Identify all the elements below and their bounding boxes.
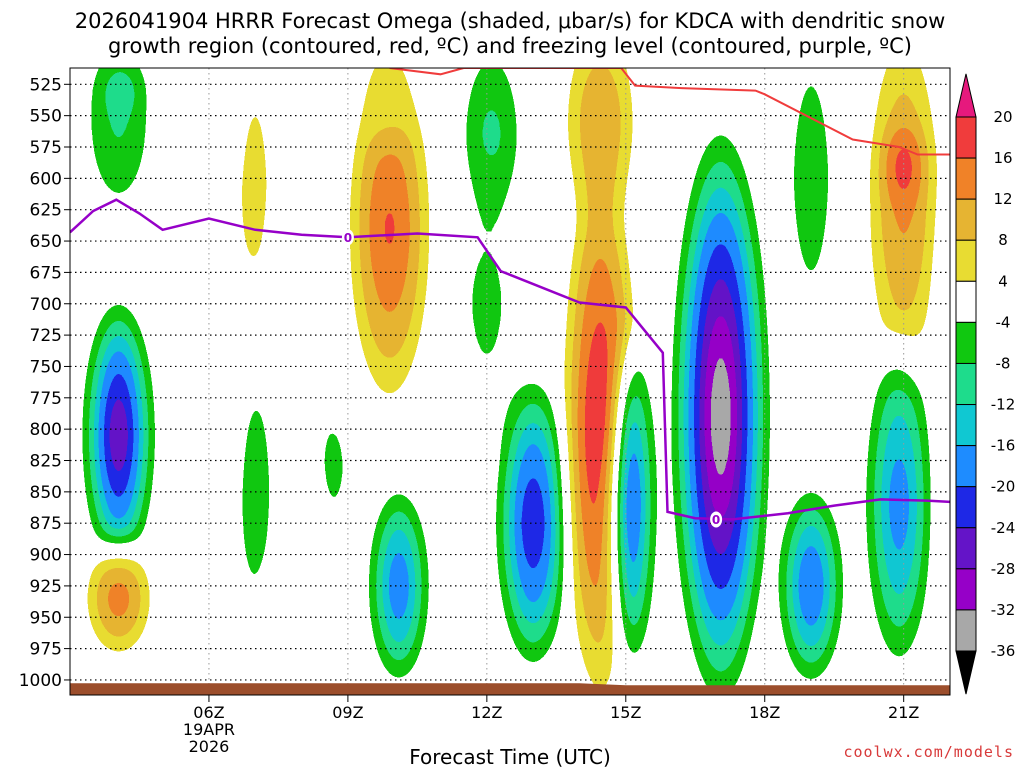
omega-cell bbox=[97, 68, 145, 122]
colorbar-box bbox=[955, 445, 977, 488]
y-tick-label: 800 bbox=[30, 420, 62, 440]
contour-label: 0 bbox=[712, 513, 720, 527]
colorbar: -36 -32 -28 -24 -20 -16 -12 -8 -4 4 8 12 16 20 bbox=[955, 73, 1016, 695]
colorbar-tick-label: 12 bbox=[993, 190, 1012, 208]
y-tick-label: 650 bbox=[30, 232, 62, 252]
y-tick-label: 875 bbox=[30, 514, 62, 534]
x-tick-year: 2026 bbox=[189, 737, 230, 756]
y-tick-label: 950 bbox=[30, 608, 62, 628]
y-tick-label: 725 bbox=[30, 326, 62, 346]
colorbar-box bbox=[955, 404, 977, 447]
y-tick-label: 1000 bbox=[19, 671, 62, 691]
omega-cell bbox=[936, 347, 950, 695]
y-tick-label: 525 bbox=[30, 75, 62, 95]
colorbar-tick-label: -24 bbox=[991, 519, 1016, 537]
omega-cell bbox=[236, 68, 274, 348]
omega-cell bbox=[862, 316, 937, 693]
colorbar-box bbox=[955, 198, 977, 241]
colorbar-tick-label: 16 bbox=[993, 149, 1012, 167]
contour-labels: 00 bbox=[341, 229, 723, 528]
y-tick-label: 700 bbox=[30, 295, 62, 315]
colorbar-tick-label: -36 bbox=[991, 642, 1016, 660]
omega-cell bbox=[76, 68, 161, 235]
colorbar-tick-label: -12 bbox=[991, 396, 1016, 414]
omega-cell bbox=[310, 366, 358, 568]
colorbar-tick-label: 8 bbox=[998, 231, 1008, 249]
omega-cell bbox=[81, 529, 156, 668]
colorbar-tick-label: 20 bbox=[993, 108, 1012, 126]
gridlines bbox=[70, 68, 950, 695]
colorbar-tick-label: -4 bbox=[996, 313, 1011, 331]
chart-title-line-1: 2026041904 HRRR Forecast Omega (shaded, … bbox=[75, 9, 946, 33]
colorbar-box bbox=[955, 116, 977, 159]
contour-label-bg bbox=[341, 229, 354, 246]
x-tick-label: 18Z bbox=[749, 703, 780, 722]
x-axis-label: Forecast Time (UTC) bbox=[409, 745, 611, 768]
chart-title-line-2: growth region (contoured, red, ºC) and f… bbox=[108, 34, 912, 58]
x-tick-label: 15Z bbox=[610, 703, 641, 722]
omega-cell bbox=[936, 169, 950, 388]
colorbar-box bbox=[955, 568, 977, 611]
omega-cell bbox=[271, 542, 286, 643]
contour-label: 0 bbox=[344, 231, 352, 245]
colorbar-box bbox=[955, 609, 977, 652]
y-tick-label: 925 bbox=[30, 577, 62, 597]
freezing-level-contour bbox=[70, 198, 950, 521]
y-tick-label: 675 bbox=[30, 263, 62, 283]
colorbar-bottom-arrow bbox=[955, 650, 977, 695]
y-tick-label: 975 bbox=[30, 640, 62, 660]
omega-cell bbox=[669, 103, 772, 695]
colorbar-tick-label: 4 bbox=[998, 272, 1008, 290]
colorbar-tick-label: -16 bbox=[991, 437, 1016, 455]
x-tick-label: 09Z bbox=[332, 703, 363, 722]
x-tick-label: 12Z bbox=[471, 703, 502, 722]
plot-frame bbox=[69, 67, 951, 696]
x-tick-date: 19APR bbox=[183, 720, 235, 739]
ground-terrain bbox=[70, 683, 950, 695]
omega-cell bbox=[778, 68, 844, 367]
y-tick-label: 825 bbox=[30, 452, 62, 472]
colorbar-box bbox=[955, 239, 977, 282]
omega-cell bbox=[882, 115, 925, 216]
contour-label-bg bbox=[710, 511, 723, 528]
omega-cell bbox=[343, 68, 436, 436]
colorbar-tick-label: -32 bbox=[991, 601, 1016, 619]
colorbar-top-arrow bbox=[955, 73, 977, 118]
colorbar-tick-label: -20 bbox=[991, 478, 1016, 496]
colorbar-box bbox=[955, 280, 977, 323]
colorbar-box bbox=[955, 527, 977, 570]
y-tick-label: 900 bbox=[30, 546, 62, 566]
omega-cell bbox=[366, 473, 432, 695]
credit-text: coolwx.com/models bbox=[843, 743, 1014, 761]
y-tick-label: 575 bbox=[30, 138, 62, 158]
colorbar-tick-label: -8 bbox=[996, 354, 1011, 372]
omega-cell bbox=[493, 360, 573, 687]
dendritic-growth-zone-contour bbox=[389, 68, 950, 156]
y-tick-label: 625 bbox=[30, 201, 62, 221]
x-tick-label: 21Z bbox=[888, 703, 919, 722]
omega-cell bbox=[604, 316, 656, 693]
y-tick-label: 775 bbox=[30, 389, 62, 409]
colorbar-box bbox=[955, 157, 977, 200]
colorbar-box bbox=[955, 486, 977, 529]
omega-cell bbox=[776, 473, 846, 695]
y-axis: 525 550 575 600 625 650 675 700 725 750 775 800 825 8… bbox=[19, 75, 70, 691]
omega-cell bbox=[343, 68, 427, 160]
colorbar-tick-label: -28 bbox=[991, 560, 1016, 578]
y-tick-label: 600 bbox=[30, 169, 62, 189]
y-tick-label: 850 bbox=[30, 483, 62, 503]
colorbar-box bbox=[955, 321, 977, 364]
y-tick-label: 750 bbox=[30, 357, 62, 377]
x-tick-label: 06Z bbox=[193, 703, 224, 722]
omega-cell bbox=[558, 68, 642, 248]
y-tick-label: 550 bbox=[30, 107, 62, 127]
colorbar-box bbox=[955, 362, 977, 406]
omega-cell bbox=[81, 284, 156, 586]
